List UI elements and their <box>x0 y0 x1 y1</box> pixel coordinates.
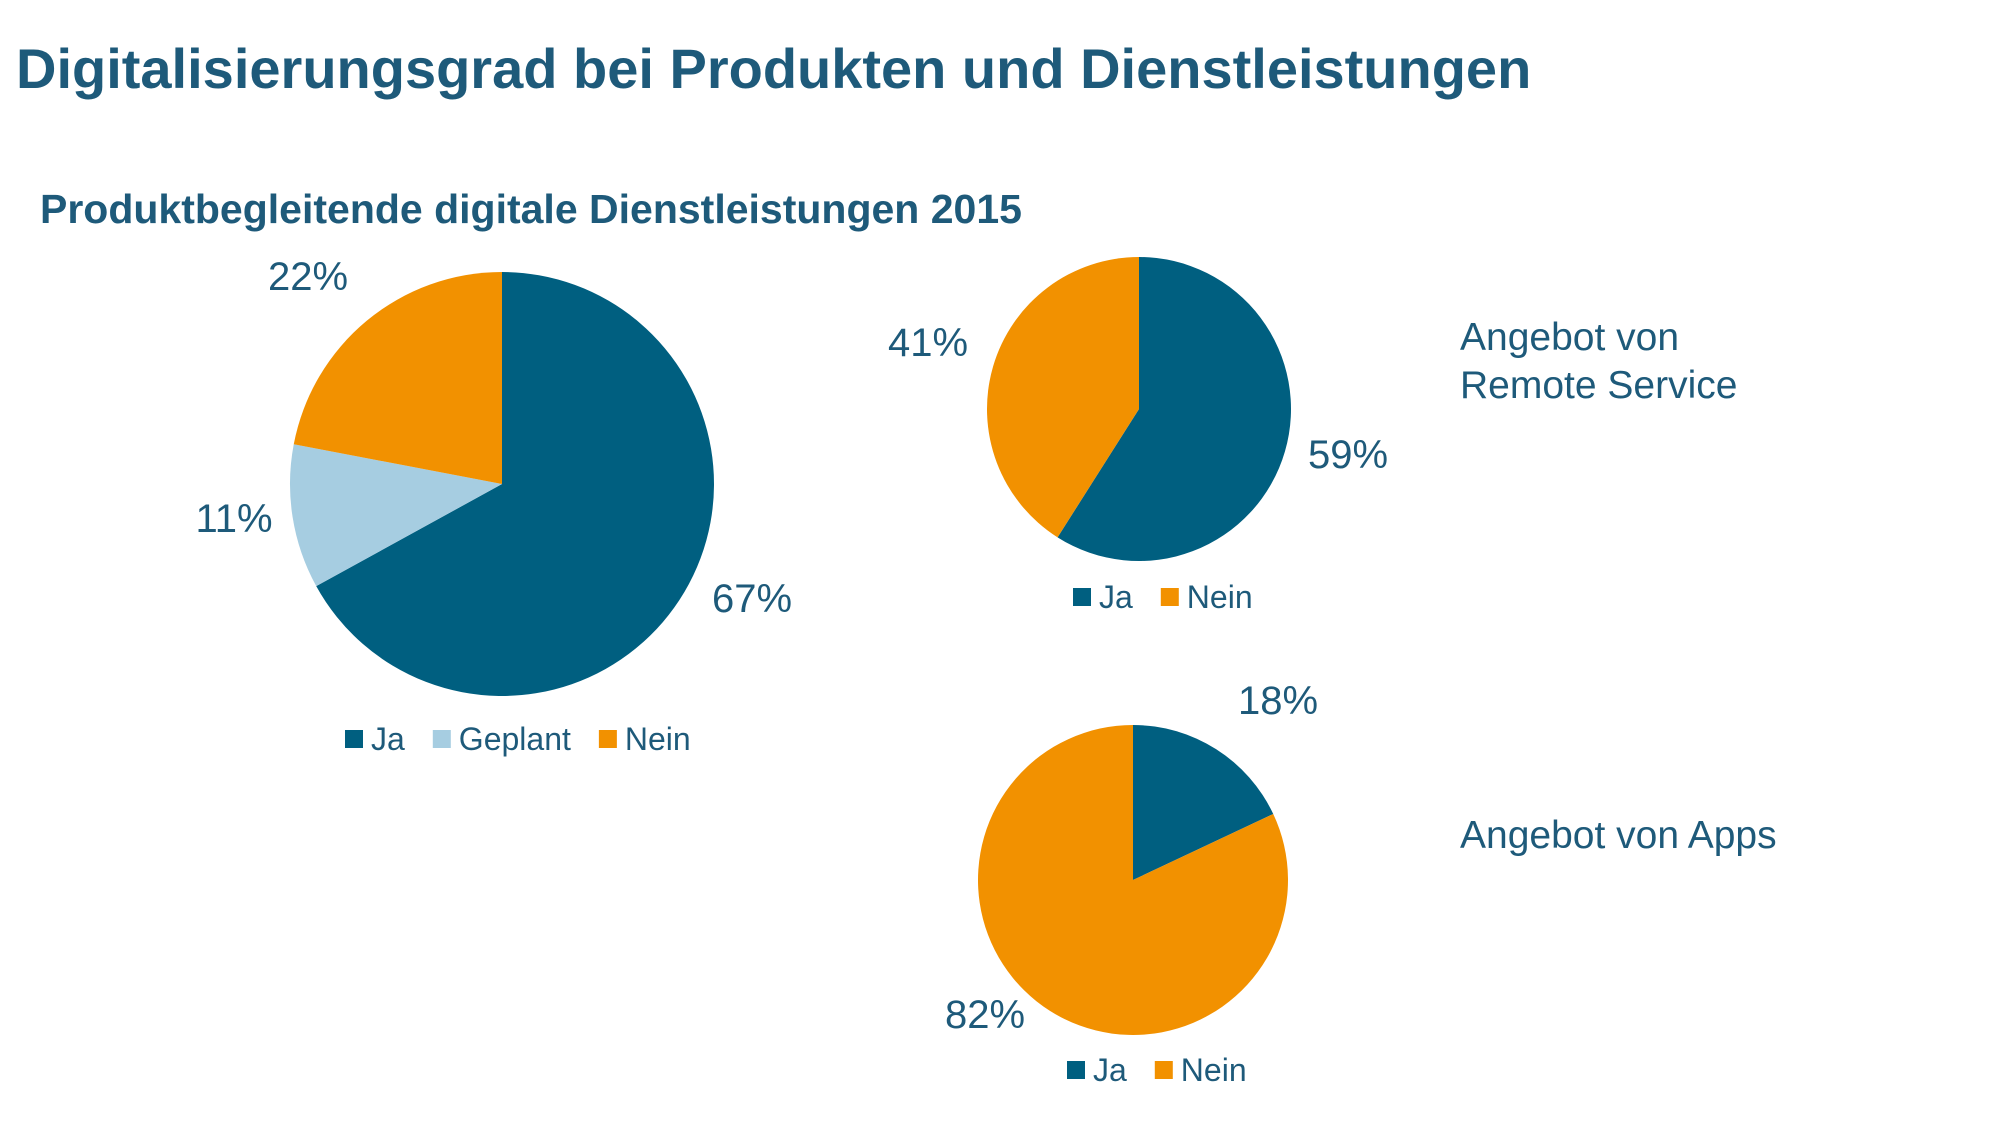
pie-value-label-apps-ja: 18% <box>1238 679 1318 723</box>
page-title: Digitalisierungsgrad bei Produkten und D… <box>16 37 1532 100</box>
pie-value-label-overall-nein: 22% <box>268 255 348 299</box>
pie-slice-remote-service-ja <box>1057 257 1291 561</box>
legend-swatch-apps-ja <box>1067 1061 1085 1079</box>
legend-label-overall-geplant: Geplant <box>459 721 571 757</box>
apps-label: Angebot von Apps <box>1460 814 1777 857</box>
legend-swatch-overall-geplant <box>432 730 451 748</box>
legend-label-apps-ja: Ja <box>1093 1052 1127 1088</box>
pie-slice-overall-geplant <box>289 444 502 587</box>
remote-service-label-line2: Remote Service <box>1460 364 1738 407</box>
legend-remote-service: Ja Nein <box>1073 579 1253 615</box>
legend-swatch-apps-nein <box>1154 1061 1173 1079</box>
legend-label-remote-service-nein: Nein <box>1187 579 1253 615</box>
pie-chart-apps: 18% 82% Ja Nein <box>945 679 1318 1088</box>
legend-swatch-remote-service-ja <box>1073 588 1091 606</box>
pie-value-label-overall-ja: 67% <box>712 577 792 621</box>
legend-label-apps-nein: Nein <box>1181 1052 1247 1088</box>
pie-slice-overall-ja <box>316 272 714 696</box>
legend-swatch-remote-service-nein <box>1160 588 1179 606</box>
remote-service-label: Angebot von Remote Service <box>1460 314 1737 410</box>
pie-chart-overall: 67% 11% 22% Ja Geplant Nein <box>195 255 792 757</box>
legend-swatch-overall-ja <box>345 730 363 748</box>
pie-chart-remote-service: 59% 41% Ja Nein <box>888 257 1388 615</box>
pie-value-label-apps-nein: 82% <box>945 993 1025 1037</box>
legend-label-remote-service-ja: Ja <box>1099 579 1133 615</box>
pie-slice-apps-ja <box>1133 725 1274 880</box>
legend-apps: Ja Nein <box>1067 1052 1247 1088</box>
pie-value-label-remote-service-nein: 41% <box>888 321 968 365</box>
pie-slice-remote-service-nein <box>986 257 1139 538</box>
chart-subtitle: Produktbegleitende digitale Dienstleistu… <box>40 186 1022 232</box>
pie-value-label-overall-geplant: 11% <box>195 497 272 541</box>
pie-slice-apps-nein <box>978 725 1288 1035</box>
legend-overall: Ja Geplant Nein <box>345 721 691 757</box>
legend-swatch-overall-nein <box>598 730 617 748</box>
pie-slice-overall-nein <box>293 272 502 484</box>
legend-label-overall-nein: Nein <box>625 721 691 757</box>
legend-label-overall-ja: Ja <box>371 721 405 757</box>
pie-value-label-remote-service-ja: 59% <box>1308 433 1388 477</box>
remote-service-label-line1: Angebot von <box>1460 316 1680 359</box>
